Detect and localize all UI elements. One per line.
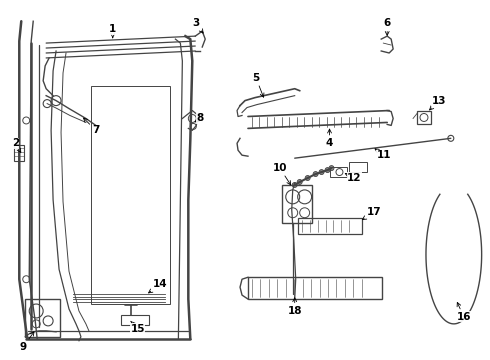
Bar: [14, 145, 24, 161]
Text: 15: 15: [130, 321, 145, 334]
Text: 6: 6: [384, 18, 391, 35]
Circle shape: [325, 168, 330, 172]
Text: 9: 9: [20, 332, 34, 352]
Bar: [282, 185, 312, 223]
Circle shape: [329, 166, 334, 171]
Text: 14: 14: [148, 279, 168, 293]
Text: 18: 18: [288, 298, 302, 316]
Circle shape: [297, 180, 302, 184]
Text: 5: 5: [252, 73, 264, 97]
Bar: [417, 111, 431, 125]
Bar: [25, 299, 60, 337]
Bar: [349, 162, 368, 172]
Bar: [248, 277, 382, 299]
Bar: [121, 315, 148, 325]
Text: 13: 13: [430, 96, 446, 110]
Text: 7: 7: [84, 118, 99, 135]
Text: 4: 4: [326, 129, 333, 148]
Circle shape: [313, 172, 318, 176]
Text: 2: 2: [12, 138, 21, 152]
Text: 16: 16: [457, 302, 471, 322]
Bar: [329, 167, 347, 177]
Circle shape: [305, 176, 310, 180]
Text: 17: 17: [363, 207, 382, 220]
Bar: [298, 218, 362, 234]
Text: 3: 3: [193, 18, 203, 33]
Text: 12: 12: [345, 173, 362, 183]
Text: 11: 11: [375, 149, 392, 160]
Text: 8: 8: [195, 113, 204, 123]
Circle shape: [292, 183, 297, 188]
Text: 10: 10: [272, 163, 291, 185]
Circle shape: [319, 170, 324, 175]
Bar: [91, 86, 171, 304]
Text: 1: 1: [109, 24, 117, 38]
